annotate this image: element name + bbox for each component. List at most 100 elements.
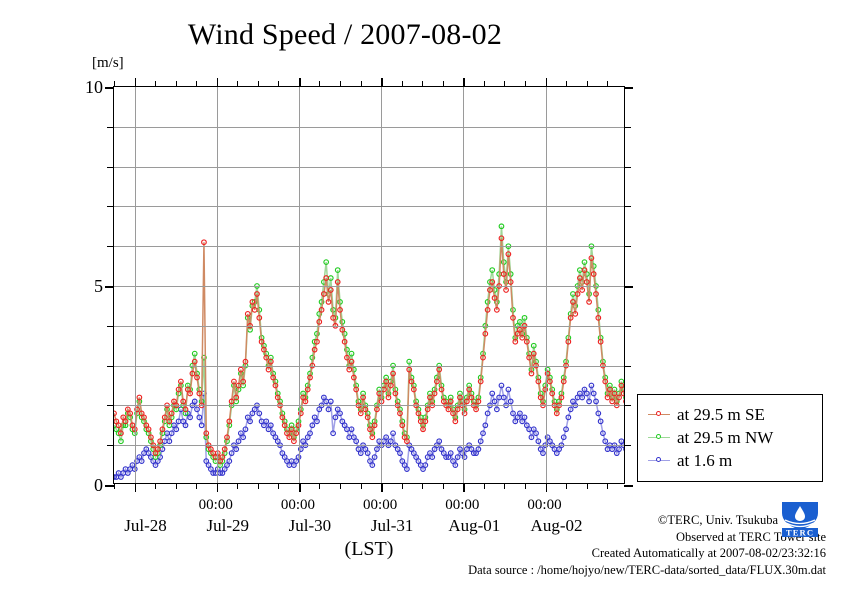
data-point-marker <box>477 378 484 385</box>
data-point-marker <box>447 450 454 457</box>
data-point-marker <box>484 307 491 313</box>
x-axis-time-label: 00:00 <box>445 497 480 513</box>
data-point-marker <box>357 450 364 457</box>
y-axis-unit-label: [m/s] <box>92 55 124 71</box>
data-point-marker <box>187 390 193 397</box>
gridline-vertical <box>545 87 547 483</box>
data-point-marker <box>323 259 330 265</box>
data-point-marker <box>579 394 586 401</box>
data-point-marker <box>498 382 505 389</box>
data-point-marker <box>274 394 281 401</box>
x-axis-time-label: 00:00 <box>280 497 316 513</box>
x-axis-tick-top <box>114 81 115 87</box>
data-point-marker <box>618 382 624 389</box>
y-axis-tick-right <box>624 286 633 288</box>
x-axis-tick-top <box>463 78 465 87</box>
x-axis-tick-top <box>566 81 568 87</box>
data-point-marker <box>466 386 473 393</box>
data-point-marker <box>371 422 378 429</box>
x-axis-tick-minor <box>114 483 115 489</box>
data-point-marker <box>122 418 129 425</box>
y-axis-tick-right <box>624 325 631 327</box>
y-axis-tick-label: 0 <box>94 475 103 495</box>
data-point-marker <box>178 378 184 385</box>
data-point-marker <box>362 406 369 413</box>
data-point-marker <box>350 374 357 381</box>
y-axis-tick <box>107 166 114 168</box>
y-axis-tick-right <box>624 445 631 447</box>
gridline-horizontal <box>114 286 624 287</box>
data-point-marker <box>558 394 565 401</box>
data-point-marker <box>383 434 390 441</box>
data-point-marker <box>256 314 263 321</box>
data-point-marker <box>279 414 286 421</box>
y-axis-tick-right <box>624 246 631 248</box>
y-axis-tick-right <box>624 365 631 367</box>
data-point-marker <box>452 418 459 425</box>
legend-item-low[interactable]: at 1.6 m <box>638 449 822 472</box>
data-point-marker <box>466 382 473 389</box>
data-point-marker <box>166 422 173 429</box>
data-point-marker <box>570 299 576 305</box>
data-point-marker <box>392 390 399 397</box>
footer-copyright: ©TERC, Univ. Tsukuba <box>657 513 778 527</box>
data-point-marker <box>422 418 429 425</box>
data-point-marker <box>606 382 613 389</box>
data-point-marker <box>182 410 189 417</box>
x-axis-date-label: Aug-02 <box>530 516 583 535</box>
legend: at 29.5 m SE at 29.5 m NW at 1.6 m <box>637 394 823 482</box>
series-low <box>114 382 624 480</box>
data-point-marker <box>369 434 376 441</box>
data-point-marker <box>201 239 207 246</box>
data-point-marker <box>360 394 366 401</box>
plot-area: 0 5 10 <box>85 78 633 494</box>
data-point-marker <box>327 398 334 405</box>
data-point-marker <box>445 406 452 413</box>
data-point-marker <box>408 378 415 385</box>
x-axis-tick-top <box>422 81 424 87</box>
legend-item-nw[interactable]: at 29.5 m NW <box>638 426 822 449</box>
x-axis-tick-minor <box>155 483 157 489</box>
gridline-horizontal <box>114 166 624 168</box>
x-axis-tick-top <box>155 81 157 87</box>
data-point-marker <box>563 426 569 433</box>
x-axis-time-label: 00:00 <box>198 497 233 513</box>
data-point-marker <box>535 438 542 445</box>
data-point-marker <box>233 394 240 401</box>
data-point-marker <box>581 267 588 273</box>
data-point-marker <box>346 366 353 373</box>
x-axis-date-label: Jul-31 <box>370 516 414 535</box>
data-point-marker <box>166 418 173 425</box>
data-point-marker <box>334 267 341 273</box>
data-point-marker <box>364 450 371 457</box>
x-axis-tick-top <box>504 81 506 87</box>
data-point-marker <box>254 283 260 289</box>
data-point-marker <box>267 358 274 365</box>
data-point-marker <box>404 438 410 445</box>
data-point-marker <box>374 406 380 413</box>
data-point-marker <box>505 251 512 258</box>
data-point-marker <box>173 406 180 413</box>
legend-item-se[interactable]: at 29.5 m SE <box>638 403 822 426</box>
data-point-marker <box>187 414 193 421</box>
series-line <box>114 238 624 464</box>
x-axis-tick-top <box>237 81 239 87</box>
data-point-marker <box>311 346 318 353</box>
data-point-marker <box>604 394 611 401</box>
data-point-marker <box>353 386 360 393</box>
data-point-marker <box>320 291 327 297</box>
data-point-marker <box>528 434 535 441</box>
data-point-marker <box>194 406 200 413</box>
data-point-marker <box>567 406 574 413</box>
data-point-marker <box>496 283 503 289</box>
data-point-marker <box>148 434 154 441</box>
data-point-marker <box>533 430 539 437</box>
gridline-vertical <box>134 87 136 483</box>
y-axis-tick-right <box>624 485 633 487</box>
data-point-marker <box>369 462 376 468</box>
data-point-marker <box>498 235 505 242</box>
data-point-marker <box>410 386 417 393</box>
data-point-marker <box>431 390 438 397</box>
x-axis-tick-minor <box>524 483 526 489</box>
data-point-marker <box>468 394 475 401</box>
